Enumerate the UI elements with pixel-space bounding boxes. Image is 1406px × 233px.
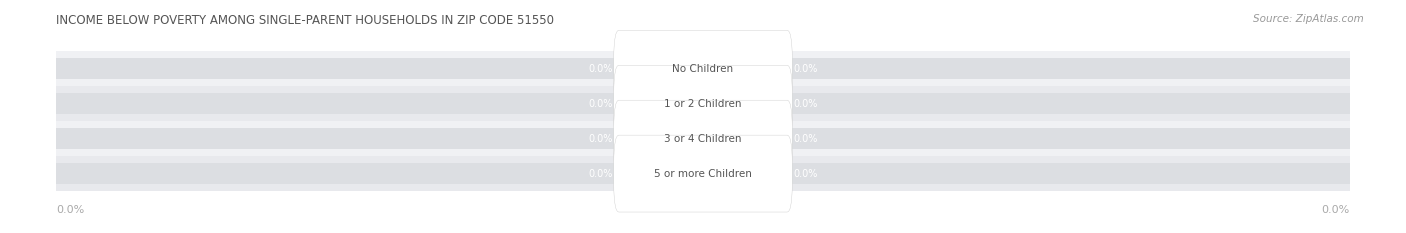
Text: 3 or 4 Children: 3 or 4 Children <box>664 134 742 144</box>
Text: 0.0%: 0.0% <box>793 64 818 74</box>
Bar <box>671 128 703 149</box>
Text: INCOME BELOW POVERTY AMONG SINGLE-PARENT HOUSEHOLDS IN ZIP CODE 51550: INCOME BELOW POVERTY AMONG SINGLE-PARENT… <box>56 14 554 27</box>
Bar <box>671 93 703 114</box>
Bar <box>703 93 735 114</box>
Text: 0.0%: 0.0% <box>588 99 613 109</box>
Text: 0.0%: 0.0% <box>1322 205 1350 215</box>
Bar <box>671 58 703 79</box>
Bar <box>56 156 1350 191</box>
Text: 1 or 2 Children: 1 or 2 Children <box>664 99 742 109</box>
Text: 0.0%: 0.0% <box>588 64 613 74</box>
Legend: Single Father, Single Mother: Single Father, Single Mother <box>596 232 810 233</box>
Bar <box>56 86 1350 121</box>
Text: 0.0%: 0.0% <box>793 169 818 178</box>
Bar <box>56 128 1350 149</box>
Text: Source: ZipAtlas.com: Source: ZipAtlas.com <box>1253 14 1364 24</box>
FancyBboxPatch shape <box>614 30 792 107</box>
Bar <box>56 58 1350 79</box>
Text: No Children: No Children <box>672 64 734 74</box>
Text: 0.0%: 0.0% <box>588 169 613 178</box>
FancyBboxPatch shape <box>614 100 792 177</box>
Text: 0.0%: 0.0% <box>793 134 818 144</box>
Text: 0.0%: 0.0% <box>588 134 613 144</box>
Bar <box>56 93 1350 114</box>
FancyBboxPatch shape <box>614 65 792 142</box>
FancyBboxPatch shape <box>614 135 792 212</box>
Bar <box>703 58 735 79</box>
Bar <box>703 128 735 149</box>
Text: 5 or more Children: 5 or more Children <box>654 169 752 178</box>
Text: 0.0%: 0.0% <box>793 99 818 109</box>
Text: 0.0%: 0.0% <box>56 205 84 215</box>
Bar <box>703 163 735 184</box>
Bar <box>56 121 1350 156</box>
Bar <box>671 163 703 184</box>
Bar <box>56 51 1350 86</box>
Bar <box>56 163 1350 184</box>
